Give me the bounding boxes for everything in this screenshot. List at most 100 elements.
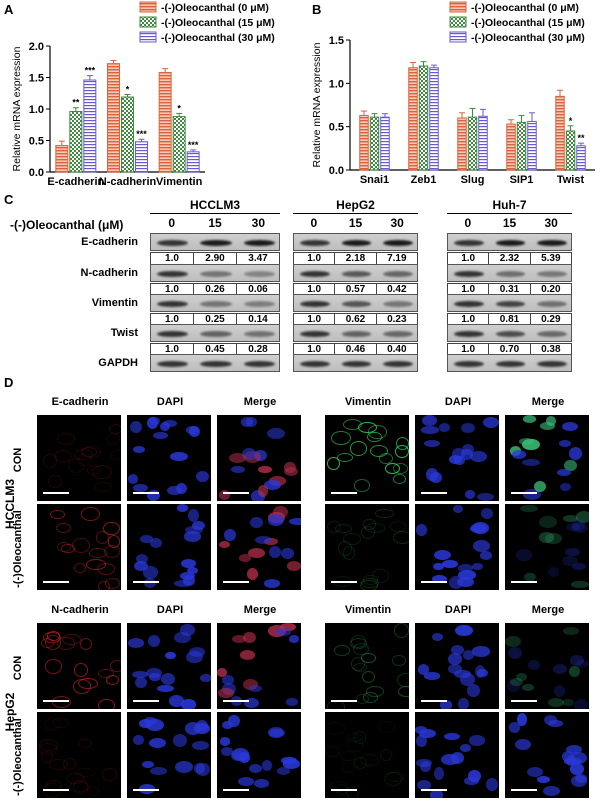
bar [55,145,69,173]
cell-spot [485,778,499,791]
cell-spot [229,452,247,464]
scale-bar [331,581,357,583]
cell-spot [150,767,167,775]
cell-spot [105,433,121,445]
cell-spot [520,504,538,513]
blot-row-label: E-cadherin [81,236,138,248]
bar [369,116,380,171]
blot-row-label: Vimentin [91,297,138,309]
quant-value: 1.0 [448,284,490,295]
dapi-image [414,711,500,799]
merge-green-image [504,503,590,591]
scale-bar [421,789,447,791]
cell-spot [98,580,111,590]
cell-spot [449,576,464,590]
scale-bar [223,700,249,702]
cell-spot [469,451,487,463]
bar [429,67,439,171]
cell-spot [264,579,280,589]
merge-red-image [216,622,302,710]
quant-value: 7.19 [387,253,407,264]
cell-spot [571,522,588,533]
cell-spot [254,536,273,545]
cell-spot [247,548,265,559]
chart-b: 0.0 0.5 1.0 1.5 Relative mRNA expression Snai… [311,1,595,186]
red-image [36,711,122,799]
blot-row-label: GAPDH [98,357,138,369]
quant-value: 0.42 [387,284,407,295]
cell-spot [547,697,565,708]
cell-spot [452,504,464,514]
blot-band [341,331,372,337]
bar [69,111,83,173]
cell-spot [356,693,370,704]
blot-band [454,240,484,246]
cell-spot [421,415,437,426]
blot-band [454,301,484,307]
cell-spot [361,578,379,589]
quant-value: 1.0 [151,314,194,325]
cell-spot [451,751,465,764]
if-column-header: DAPI [156,604,184,616]
cell-spot [331,431,351,446]
quant-value: 1.0 [448,253,490,264]
cell-spot [218,540,230,548]
blot-strip [150,233,280,251]
cell-spot [539,532,554,543]
cell-spot [133,734,144,745]
cell-spot [396,436,409,450]
cell-spot [419,728,437,739]
blot-band [537,361,567,367]
legend-swatch [139,1,157,13]
cell-spot [562,555,578,567]
cell-spot [566,744,582,754]
quant-value: 1.0 [294,253,336,264]
cell-spot [416,734,427,747]
cell-spot [250,490,265,501]
scale-bar [133,789,159,791]
cell-spot [562,514,579,523]
cell-spot [169,695,185,707]
cell-spot [424,440,440,448]
cell-spot [371,568,389,584]
cell-spot [248,684,263,692]
if-column-header: Merge [243,604,277,616]
cell-spot [147,634,161,648]
merge-green-image [504,622,590,710]
cell-spot [458,570,476,580]
cell-spot [96,562,116,575]
cell-spot [172,734,187,747]
cell-spot [510,677,524,686]
cell-spot [136,553,149,564]
cell-spot [188,647,206,657]
cell-spot [468,735,485,746]
blot-band [300,301,330,307]
cell-spot [220,737,231,746]
blot-strip [447,294,572,312]
significance-label: * [177,103,181,113]
blot-strip [150,354,280,372]
cell-spot [521,459,540,467]
legend-label: -(-)Oleocanthal (30 μM) [161,32,275,44]
blot-band [300,271,330,277]
blot-row-label: Twist [110,327,138,339]
blot-band [454,331,484,337]
cell-spot [193,723,211,735]
if-column-header: Merge [531,604,565,616]
cell-spot [127,473,139,484]
cell-spot [325,722,345,735]
scale-bar [43,492,69,494]
dose-label: 30 [251,216,265,230]
bar [565,130,576,171]
blot-strip [150,294,280,312]
blot-strip [447,264,572,282]
blot-band [341,361,372,367]
blot-band [300,240,330,246]
cell-spot [276,767,291,776]
quant-value: 1.0 [294,344,336,355]
cell-spot [524,572,536,582]
cell-spot [92,464,113,480]
cell-spot [379,748,393,761]
quant-value: 1.0 [151,344,194,355]
merge-red-image [216,414,302,502]
